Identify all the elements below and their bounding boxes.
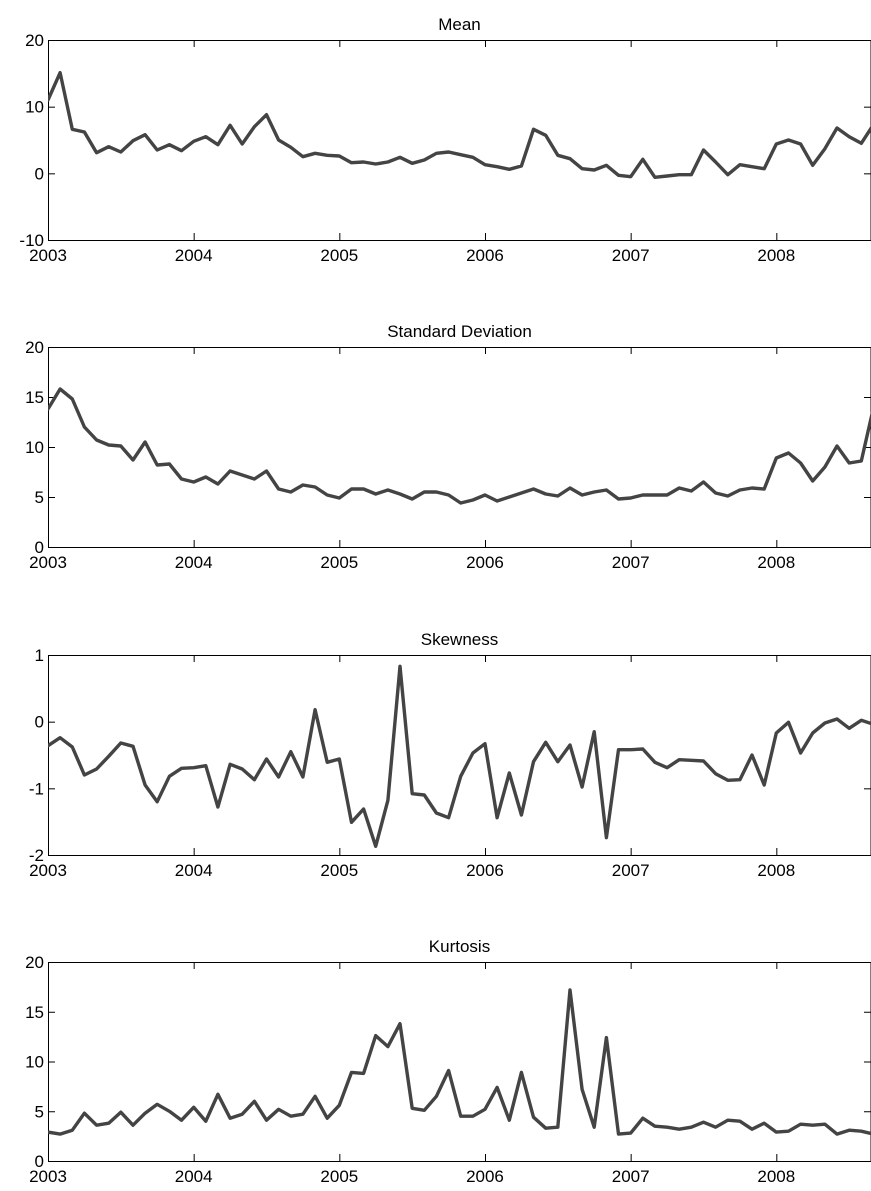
mean-y-tick-label: 0 xyxy=(35,164,44,183)
skewness-x-tick-label: 2003 xyxy=(29,861,67,880)
kurtosis-x-tick-label: 2006 xyxy=(466,1167,504,1186)
kurtosis-x-tick-label: 2007 xyxy=(612,1167,650,1186)
std-dev-x-tick-label: 2005 xyxy=(320,553,358,572)
skewness-panel: Skewness -2 -1 0 1 2003 2004 2005 2006 2007 2008 xyxy=(29,630,871,880)
skewness-series-line xyxy=(48,664,871,848)
mean-y-tick-label: 20 xyxy=(25,31,44,50)
mean-panel: Mean -10 0 10 20 2003 2004 2005 2006 2007 2008 xyxy=(19,15,871,265)
skewness-y-tick-label: 1 xyxy=(35,646,44,665)
mean-x-tick-label: 2003 xyxy=(29,246,67,265)
skewness-x-tick-label: 2008 xyxy=(757,861,795,880)
mean-x-tick-label: 2005 xyxy=(320,246,358,265)
kurtosis-x-tick-label: 2003 xyxy=(29,1167,67,1186)
kurtosis-series-line xyxy=(48,988,871,1136)
kurtosis-y-tick-label: 10 xyxy=(25,1053,44,1072)
kurtosis-title: Kurtosis xyxy=(429,937,490,956)
std-dev-y-tick-label: 0 xyxy=(35,538,44,557)
kurtosis-x-tick-label: 2005 xyxy=(320,1167,358,1186)
skewness-x-tick-label: 2004 xyxy=(175,861,213,880)
std-dev-y-tick-label: 10 xyxy=(25,438,44,457)
skewness-x-tick-label: 2006 xyxy=(466,861,504,880)
std-dev-x-tick-label: 2003 xyxy=(29,553,67,572)
std-dev-y-tick-label: 5 xyxy=(35,488,44,507)
skewness-y-tick-label: -1 xyxy=(29,779,44,798)
mean-title: Mean xyxy=(438,15,481,34)
kurtosis-plot: 0 5 10 15 20 2003 2004 2005 2006 2007 2008 xyxy=(25,953,871,1186)
skewness-axes-box xyxy=(48,655,871,856)
mean-x-tick-label: 2007 xyxy=(612,246,650,265)
std-dev-title: Standard Deviation xyxy=(387,322,532,341)
mean-series-line xyxy=(48,70,871,180)
kurtosis-x-tick-label: 2004 xyxy=(175,1167,213,1186)
skewness-x-tick-label: 2007 xyxy=(612,861,650,880)
std-dev-plot: 0 5 10 15 20 2003 2004 2005 2006 2007 2008 xyxy=(25,338,871,572)
std-dev-x-tick-label: 2004 xyxy=(175,553,213,572)
std-dev-panel: Standard Deviation 0 5 10 15 20 2003 2004 2005 2… xyxy=(25,322,871,572)
kurtosis-x-tick-label: 2008 xyxy=(757,1167,795,1186)
std-dev-y-tick-label: 20 xyxy=(25,338,44,357)
mean-axes-box xyxy=(48,40,871,241)
mean-x-tick-label: 2008 xyxy=(757,246,795,265)
kurtosis-y-tick-label: 15 xyxy=(25,1003,44,1022)
skewness-y-tick-label: 0 xyxy=(35,713,44,732)
mean-y-tick-label: -10 xyxy=(19,231,44,250)
mean-x-tick-label: 2004 xyxy=(175,246,213,265)
kurtosis-y-tick-label: 0 xyxy=(35,1152,44,1171)
mean-y-tick-label: 10 xyxy=(25,98,44,117)
std-dev-x-tick-label: 2008 xyxy=(757,553,795,572)
kurtosis-y-tick-label: 5 xyxy=(35,1102,44,1121)
skewness-y-tick-label: -2 xyxy=(29,846,44,865)
skewness-title: Skewness xyxy=(421,630,498,649)
std-dev-x-tick-label: 2007 xyxy=(612,553,650,572)
std-dev-series-line xyxy=(48,387,871,505)
skewness-plot: -2 -1 0 1 2003 2004 2005 2006 2007 2008 xyxy=(29,646,871,880)
kurtosis-y-tick-label: 20 xyxy=(25,953,44,972)
mean-x-tick-label: 2006 xyxy=(466,246,504,265)
std-dev-y-tick-label: 15 xyxy=(25,388,44,407)
std-dev-x-tick-label: 2006 xyxy=(466,553,504,572)
skewness-x-tick-label: 2005 xyxy=(320,861,358,880)
mean-plot: -10 0 10 20 2003 2004 2005 2006 2007 2008 xyxy=(19,31,871,265)
kurtosis-panel: Kurtosis 0 5 10 15 20 2003 2004 2005 2006 2007 200… xyxy=(25,937,871,1186)
